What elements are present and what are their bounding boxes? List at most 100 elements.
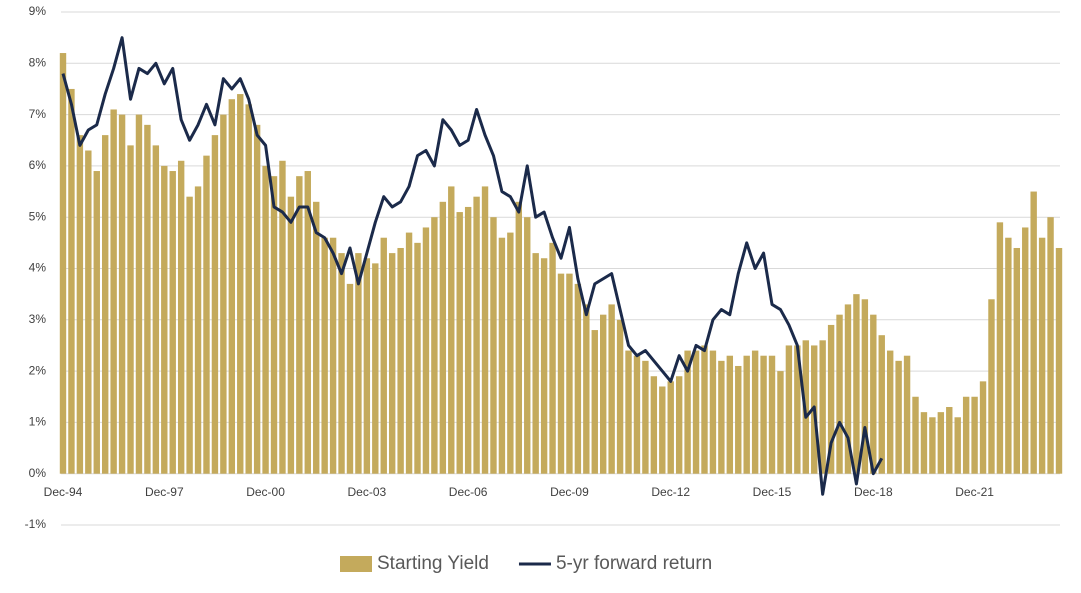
bar: [667, 381, 674, 474]
bar: [996, 222, 1004, 474]
bar: [135, 114, 143, 474]
bar: [540, 258, 548, 474]
bar: [220, 114, 227, 474]
bar: [768, 355, 776, 474]
bar: [388, 253, 396, 474]
bar: [76, 135, 84, 474]
bar: [633, 355, 641, 474]
bar: [861, 299, 869, 474]
bar: [709, 350, 717, 474]
bar: [886, 350, 894, 474]
bar: [844, 304, 852, 474]
bar: [979, 381, 987, 474]
bar: [380, 237, 387, 474]
bar: [701, 345, 708, 474]
bar: [473, 196, 480, 474]
bar: [296, 176, 303, 474]
bar: [372, 263, 379, 474]
bar: [448, 186, 455, 474]
bar: [692, 350, 700, 474]
bar: [363, 258, 371, 474]
bar: [93, 171, 100, 474]
bar: [118, 114, 126, 474]
bar: [321, 237, 328, 474]
y-tick-label: 0%: [29, 466, 47, 480]
y-tick-label: -1%: [25, 517, 47, 531]
x-tick-label: Dec-94: [44, 485, 83, 499]
bar: [878, 335, 885, 474]
bar: [431, 217, 438, 474]
y-tick-label: 5%: [29, 209, 47, 223]
bar: [253, 124, 261, 474]
bar: [405, 232, 413, 474]
bar: [625, 350, 632, 474]
bar: [110, 109, 117, 474]
y-tick-label: 9%: [29, 4, 47, 18]
bar: [794, 345, 801, 474]
line: [61, 36, 884, 496]
bar: [608, 304, 615, 474]
bar: [304, 171, 311, 474]
bar: [532, 253, 539, 474]
bar: [515, 201, 522, 474]
bar: [895, 360, 902, 474]
bar: [102, 135, 109, 474]
bar: [498, 237, 506, 474]
y-tick-label: 4%: [29, 261, 47, 275]
bar: [751, 350, 759, 474]
bar: [903, 355, 911, 474]
bar: [203, 155, 210, 474]
y-tick-label: 8%: [29, 55, 47, 69]
x-tick-label: Dec-97: [145, 485, 184, 499]
bar: [507, 232, 514, 474]
bar: [735, 365, 742, 474]
bar: [827, 324, 835, 474]
bar: [1005, 237, 1012, 474]
bar: [600, 314, 607, 474]
bar: [946, 407, 953, 474]
bar: [684, 350, 691, 474]
y-tick-label: 6%: [29, 158, 47, 172]
bar: [574, 283, 582, 474]
bar: [169, 171, 176, 474]
bar: [422, 227, 430, 474]
bar: [313, 201, 320, 474]
x-tick-label: Dec-00: [246, 485, 285, 499]
bar: [152, 145, 160, 474]
bar: [675, 376, 683, 474]
bar: [870, 314, 877, 474]
bar: [490, 217, 497, 474]
bar: [524, 217, 531, 474]
x-tick-label: Dec-09: [550, 485, 589, 499]
bar: [68, 88, 75, 474]
bar: [777, 371, 784, 474]
bar: [557, 273, 565, 474]
bar: [760, 355, 767, 474]
bar: [439, 201, 447, 474]
bar: [211, 135, 219, 474]
y-tick-label: 7%: [29, 107, 47, 121]
bar: [962, 396, 970, 474]
bar: [161, 165, 168, 474]
x-tick-label: Dec-06: [449, 485, 488, 499]
x-tick-label: Dec-15: [753, 485, 792, 499]
bar: [456, 212, 463, 474]
y-tick-label: 3%: [29, 312, 47, 326]
bar: [718, 360, 725, 474]
bar: [642, 360, 649, 474]
bar: [819, 340, 826, 474]
bar: [591, 330, 598, 474]
bar: [920, 412, 928, 474]
bar: [937, 412, 945, 474]
bar: [954, 417, 961, 474]
bar: [177, 160, 185, 474]
y-tick-label: 2%: [29, 363, 47, 377]
bar: [988, 299, 995, 474]
bar: [85, 150, 92, 474]
bar: [1055, 247, 1063, 474]
bar: [338, 253, 345, 474]
bar: [616, 319, 624, 474]
bar: [481, 186, 489, 474]
bar: [270, 176, 278, 474]
